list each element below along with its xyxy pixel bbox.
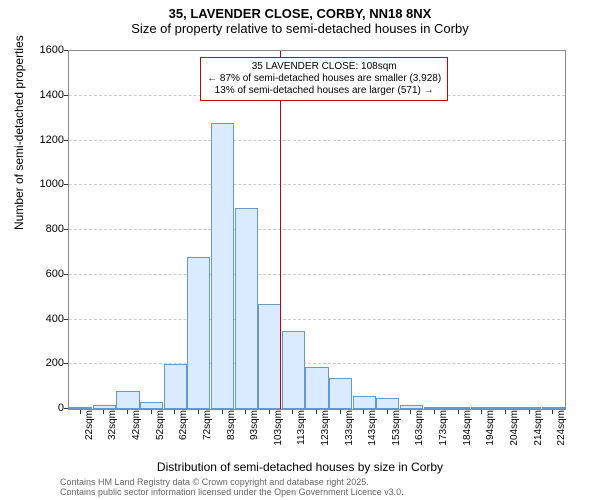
annotation-box: 35 LAVENDER CLOSE: 108sqm ← 87% of semi-… — [200, 57, 448, 101]
chart-title-line1: 35, LAVENDER CLOSE, CORBY, NN18 8NX — [0, 6, 600, 21]
histogram-bar — [187, 257, 210, 409]
xtick-label: 163sqm — [414, 410, 425, 460]
histogram-bar — [235, 208, 258, 409]
xtick-label: 42sqm — [131, 410, 142, 460]
histogram-bar — [518, 407, 541, 409]
xtick-label: 103sqm — [273, 410, 284, 460]
xtick-label: 184sqm — [462, 410, 473, 460]
histogram-bar — [447, 407, 470, 409]
histogram-bar — [69, 407, 92, 409]
histogram-bar — [424, 407, 447, 409]
plot-area: 35 LAVENDER CLOSE: 108sqm ← 87% of semi-… — [68, 50, 566, 410]
histogram-bar — [471, 407, 494, 409]
xtick-label: 32sqm — [107, 410, 118, 460]
xtick-label: 113sqm — [296, 410, 307, 460]
xtick-label: 143sqm — [367, 410, 378, 460]
xtick-label: 224sqm — [556, 410, 567, 460]
histogram-bar — [400, 405, 423, 409]
histogram-bar — [164, 364, 187, 409]
histogram-bar — [353, 396, 376, 409]
ytick-label: 600 — [24, 268, 64, 280]
ytick-label: 0 — [24, 402, 64, 414]
chart-container: 35, LAVENDER CLOSE, CORBY, NN18 8NX Size… — [0, 0, 600, 500]
xtick-label: 133sqm — [344, 410, 355, 460]
xtick-label: 153sqm — [391, 410, 402, 460]
xtick-label: 123sqm — [320, 410, 331, 460]
histogram-bar — [116, 391, 139, 409]
ytick-label: 200 — [24, 357, 64, 369]
histogram-bar — [282, 331, 305, 409]
xtick-label: 62sqm — [178, 410, 189, 460]
xtick-label: 22sqm — [84, 410, 95, 460]
ytick-label: 400 — [24, 313, 64, 325]
histogram-bar — [376, 398, 399, 409]
ytick-label: 800 — [24, 223, 64, 235]
footer-line2: Contains public sector information licen… — [60, 488, 404, 498]
annotation-line1: 35 LAVENDER CLOSE: 108sqm — [207, 61, 441, 73]
reference-line — [280, 51, 281, 409]
ytick-label: 1000 — [24, 178, 64, 190]
ytick-label: 1200 — [24, 134, 64, 146]
xtick-label: 194sqm — [485, 410, 496, 460]
xtick-label: 83sqm — [226, 410, 237, 460]
xtick-label: 52sqm — [155, 410, 166, 460]
x-axis-label: Distribution of semi-detached houses by … — [0, 460, 600, 474]
ytick-label: 1600 — [24, 44, 64, 56]
xtick-label: 204sqm — [509, 410, 520, 460]
histogram-bar — [542, 407, 565, 409]
xtick-label: 214sqm — [533, 410, 544, 460]
histogram-bar — [211, 123, 234, 409]
title-block: 35, LAVENDER CLOSE, CORBY, NN18 8NX Size… — [0, 0, 600, 36]
histogram-bar — [93, 405, 116, 409]
xtick-label: 173sqm — [438, 410, 449, 460]
xtick-label: 93sqm — [249, 410, 260, 460]
footer: Contains HM Land Registry data © Crown c… — [60, 478, 404, 498]
histogram-bar — [494, 407, 517, 409]
chart-title-line2: Size of property relative to semi-detach… — [0, 21, 600, 36]
xtick-label: 72sqm — [202, 410, 213, 460]
histogram-bar — [329, 378, 352, 409]
annotation-line2: ← 87% of semi-detached houses are smalle… — [207, 73, 441, 85]
histogram-bar — [258, 304, 281, 409]
histogram-bar — [305, 367, 328, 410]
ytick-label: 1400 — [24, 89, 64, 101]
annotation-line3: 13% of semi-detached houses are larger (… — [207, 85, 441, 97]
histogram-bar — [140, 402, 163, 409]
